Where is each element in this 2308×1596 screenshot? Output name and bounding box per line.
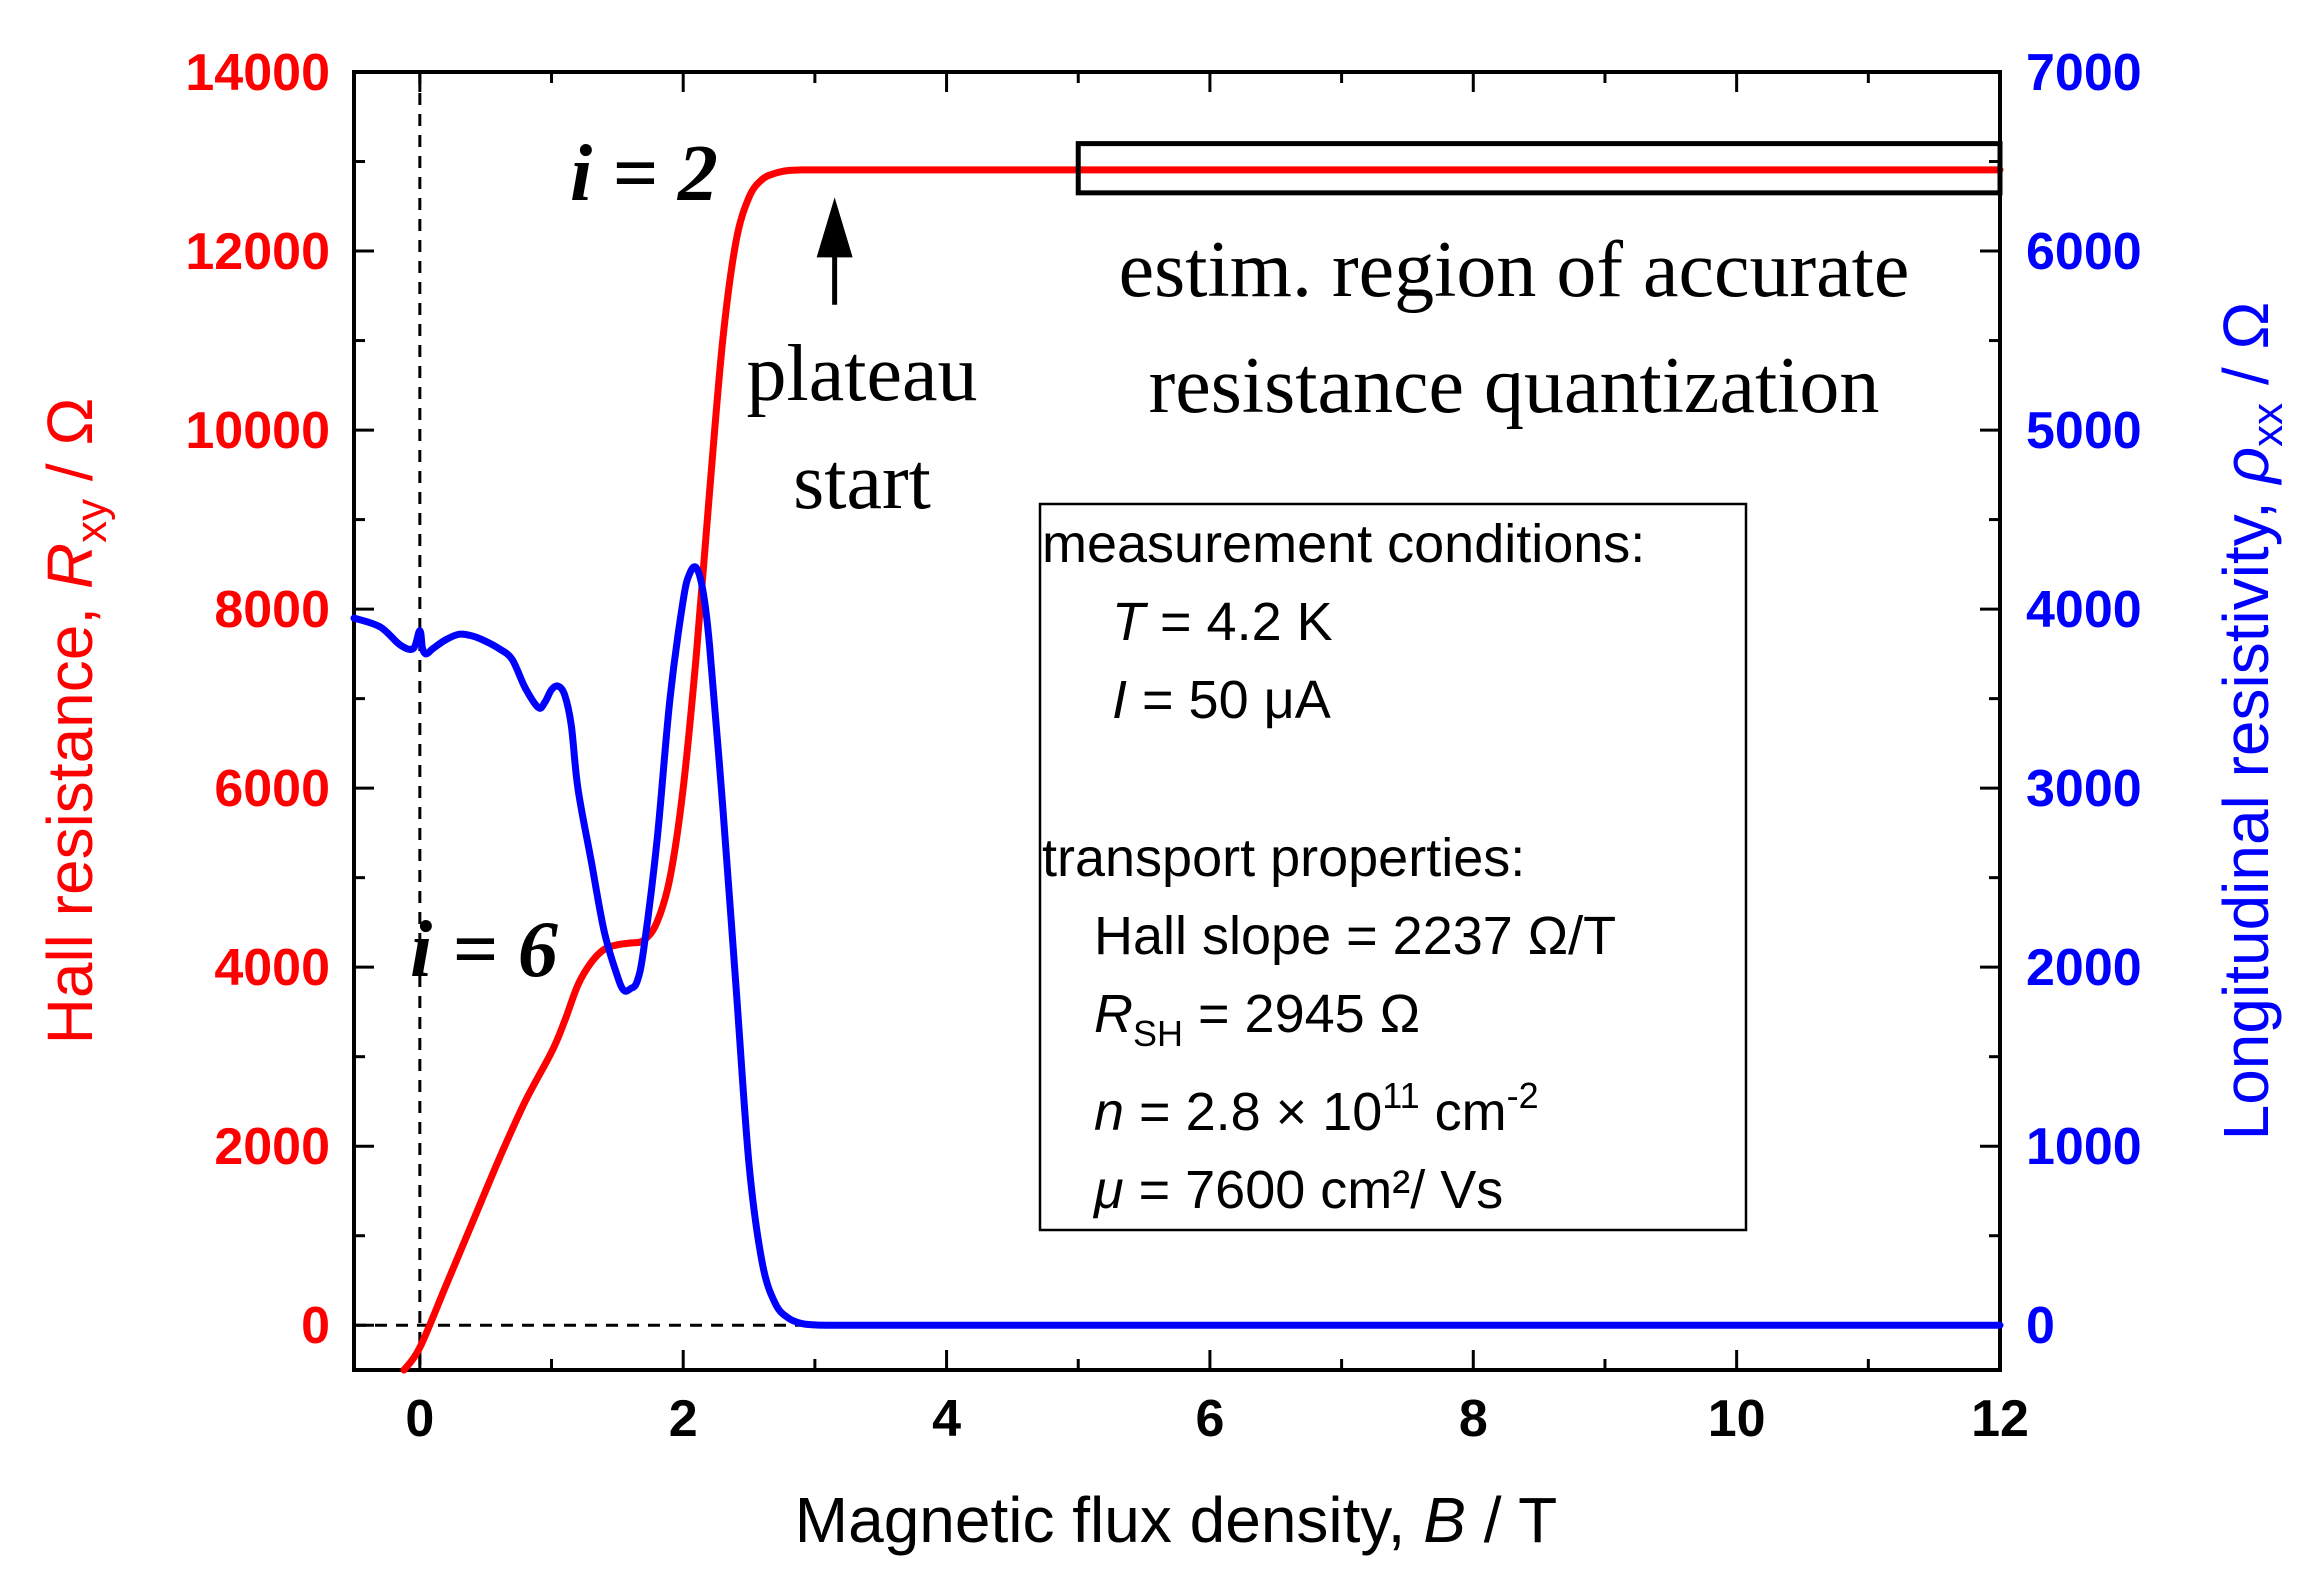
plateau-arrow-head	[816, 197, 853, 258]
region-label-2: resistance quantization	[1149, 342, 1880, 430]
x-tick-label: 8	[1459, 1390, 1488, 1448]
y-left-tick-label: 2000	[214, 1118, 330, 1176]
y-left-tick-label: 12000	[185, 223, 330, 281]
y-left-axis-label: Hall resistance, Rxy / Ω	[34, 398, 116, 1045]
x-tick-label: 12	[1971, 1390, 2029, 1448]
y-left-tick-label: 10000	[185, 402, 330, 460]
conditions-box-border	[1038, 502, 1748, 1232]
current: I = 50 μA	[1112, 670, 1331, 730]
sheet-resistance: RSH = 2945 Ω	[1094, 984, 1420, 1054]
zero-dashed-lines	[354, 72, 829, 1370]
x-tick-label: 4	[932, 1390, 961, 1448]
x-tick-label: 6	[1195, 1390, 1224, 1448]
carrier-density: n = 2.8 × 1011 cm-2	[1094, 1075, 1539, 1142]
plateau-label-2: start	[793, 438, 931, 526]
hall-slope: Hall slope = 2237 Ω/T	[1094, 906, 1616, 966]
x-tick-label: 10	[1708, 1390, 1766, 1448]
label-i6: i = 6	[410, 906, 558, 994]
y-right-tick-label: 3000	[2026, 760, 2142, 818]
y-left-tick-label: 0	[301, 1297, 330, 1355]
y-right-tick-label: 7000	[2026, 44, 2142, 102]
y-left-tick-label: 14000	[185, 44, 330, 102]
data-series	[350, 166, 2004, 1374]
y-right-tick-label: 1000	[2026, 1118, 2142, 1176]
conditions-box: measurement conditions: T = 4.2 K I = 50…	[1038, 502, 1748, 1232]
hall-resistance-line	[400, 166, 2004, 1374]
y-right-axis-label: Longitudinal resistivity, ρxx / Ω	[2210, 302, 2292, 1141]
mobility: μ = 7600 cm²/ Vs	[1092, 1160, 1503, 1220]
y-left-tick-label: 8000	[214, 581, 330, 639]
y-right-tick-label: 0	[2026, 1297, 2055, 1355]
tick-labels: 0 2 4 6 8 10 120200040006000800010000120001400…	[185, 44, 2141, 1448]
conditions-heading: measurement conditions:	[1042, 514, 1645, 574]
temperature: T = 4.2 K	[1112, 592, 1333, 652]
x-tick-label: 0	[405, 1390, 434, 1448]
y-left-tick-label: 4000	[214, 939, 330, 997]
y-left-tick-label: 6000	[214, 760, 330, 818]
quantization-region-box	[1075, 141, 2003, 196]
region-label-1: estim. region of accurate	[1119, 226, 1910, 314]
y-right-tick-label: 6000	[2026, 223, 2142, 281]
y-right-tick-label: 5000	[2026, 402, 2142, 460]
x-axis-label: Magnetic flux density, B / T	[795, 1484, 1557, 1556]
annotation-shapes	[816, 141, 2003, 305]
y-right-tick-label: 2000	[2026, 939, 2142, 997]
x-tick-label: 2	[669, 1390, 698, 1448]
longitudinal-resistivity-line	[350, 563, 2004, 1329]
plateau-label-1: plateau	[747, 330, 978, 418]
y-right-tick-label: 4000	[2026, 581, 2142, 639]
label-i2: i = 2	[570, 130, 718, 218]
transport-heading: transport properties:	[1042, 828, 1525, 888]
